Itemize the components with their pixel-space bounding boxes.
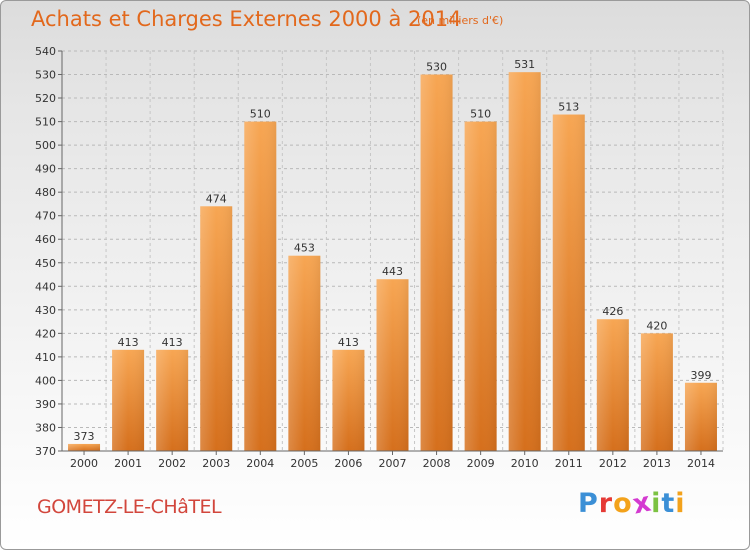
y-tick-label: 530 [35,69,56,82]
logo-letter: t [661,488,676,519]
bar-2005 [288,255,321,451]
data-label: 426 [602,305,623,318]
x-tick-label: 2006 [334,457,362,470]
bar-2009 [464,121,497,452]
data-label: 413 [118,336,139,349]
y-tick-label: 510 [35,116,56,129]
data-label: 474 [206,192,227,205]
x-tick-label: 2011 [555,457,583,470]
y-tick-label: 380 [35,421,56,434]
bar-2007 [376,279,409,451]
x-tick-label: 2013 [643,457,671,470]
y-tick-label: 490 [35,163,56,176]
y-tick-label: 460 [35,233,56,246]
chart-subtitle: (en milliers d'€) [417,14,504,27]
x-tick-label: 2010 [511,457,539,470]
chart-title: Achats et Charges Externes 2000 à 2014 [31,7,462,31]
x-tick-label: 2005 [290,457,318,470]
data-label: 453 [294,242,315,255]
y-tick-label: 420 [35,327,56,340]
bar-2004 [244,121,277,452]
bar-2014 [684,382,717,451]
y-tick-label: 470 [35,210,56,223]
data-label: 443 [382,265,403,278]
bar-2008 [420,74,453,451]
y-tick-label: 440 [35,280,56,293]
x-tick-label: 2004 [246,457,274,470]
data-label: 510 [470,108,491,121]
bar-2006 [332,349,365,451]
y-tick-label: 430 [35,304,56,317]
logo-letter: i [675,488,686,519]
bar-2012 [596,319,629,451]
x-tick-label: 2008 [423,457,451,470]
bar-2000 [68,443,101,451]
y-tick-label: 500 [35,139,56,152]
data-label: 510 [250,108,271,121]
bar-2011 [552,114,585,451]
city-name: GOMETZ-LE-CHâTEL [37,496,222,518]
x-tick-label: 2000 [70,457,98,470]
proxiti-logo: Proxiti [578,486,686,520]
logo-letter: i [651,488,662,519]
data-label: 420 [646,319,667,332]
y-tick-label: 480 [35,186,56,199]
bar-2003 [200,206,233,451]
data-label: 413 [162,336,183,349]
logo-letter: r [598,488,614,519]
x-tick-label: 2007 [379,457,407,470]
x-tick-label: 2003 [202,457,230,470]
y-tick-label: 450 [35,257,56,270]
bar-2010 [508,72,541,452]
x-tick-label: 2002 [158,457,186,470]
y-tick-label: 370 [35,445,56,458]
data-label: 399 [690,369,711,382]
data-label: 373 [74,430,95,443]
data-label: 513 [558,101,579,114]
x-tick-label: 2014 [687,457,715,470]
data-label: 531 [514,58,535,71]
data-label: 413 [338,336,359,349]
x-tick-label: 2009 [467,457,495,470]
y-tick-label: 410 [35,351,56,364]
y-tick-label: 400 [35,374,56,387]
x-tick-label: 2012 [599,457,627,470]
x-tick-label: 2001 [114,457,142,470]
y-tick-label: 540 [35,45,56,58]
y-tick-label: 390 [35,398,56,411]
logo-letter: o [613,488,633,519]
bar-2013 [640,333,673,451]
logo-letter: P [578,488,599,519]
data-label: 530 [426,61,447,74]
y-tick-label: 520 [35,92,56,105]
bar-2002 [156,349,189,451]
bar-2001 [112,349,145,451]
